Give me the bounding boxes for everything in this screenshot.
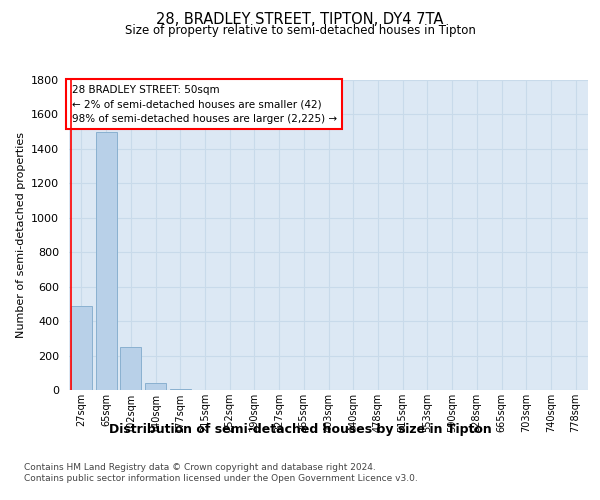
Y-axis label: Number of semi-detached properties: Number of semi-detached properties xyxy=(16,132,26,338)
Text: 28 BRADLEY STREET: 50sqm
← 2% of semi-detached houses are smaller (42)
98% of se: 28 BRADLEY STREET: 50sqm ← 2% of semi-de… xyxy=(71,84,337,124)
Text: Size of property relative to semi-detached houses in Tipton: Size of property relative to semi-detach… xyxy=(125,24,475,37)
Bar xyxy=(120,347,141,390)
Text: Contains public sector information licensed under the Open Government Licence v3: Contains public sector information licen… xyxy=(24,474,418,483)
Bar xyxy=(95,132,116,390)
Bar xyxy=(170,389,191,390)
Text: Contains HM Land Registry data © Crown copyright and database right 2024.: Contains HM Land Registry data © Crown c… xyxy=(24,462,376,471)
Bar xyxy=(71,306,92,390)
Text: 28, BRADLEY STREET, TIPTON, DY4 7TA: 28, BRADLEY STREET, TIPTON, DY4 7TA xyxy=(157,12,443,28)
Text: Distribution of semi-detached houses by size in Tipton: Distribution of semi-detached houses by … xyxy=(109,422,491,436)
Bar xyxy=(145,383,166,390)
